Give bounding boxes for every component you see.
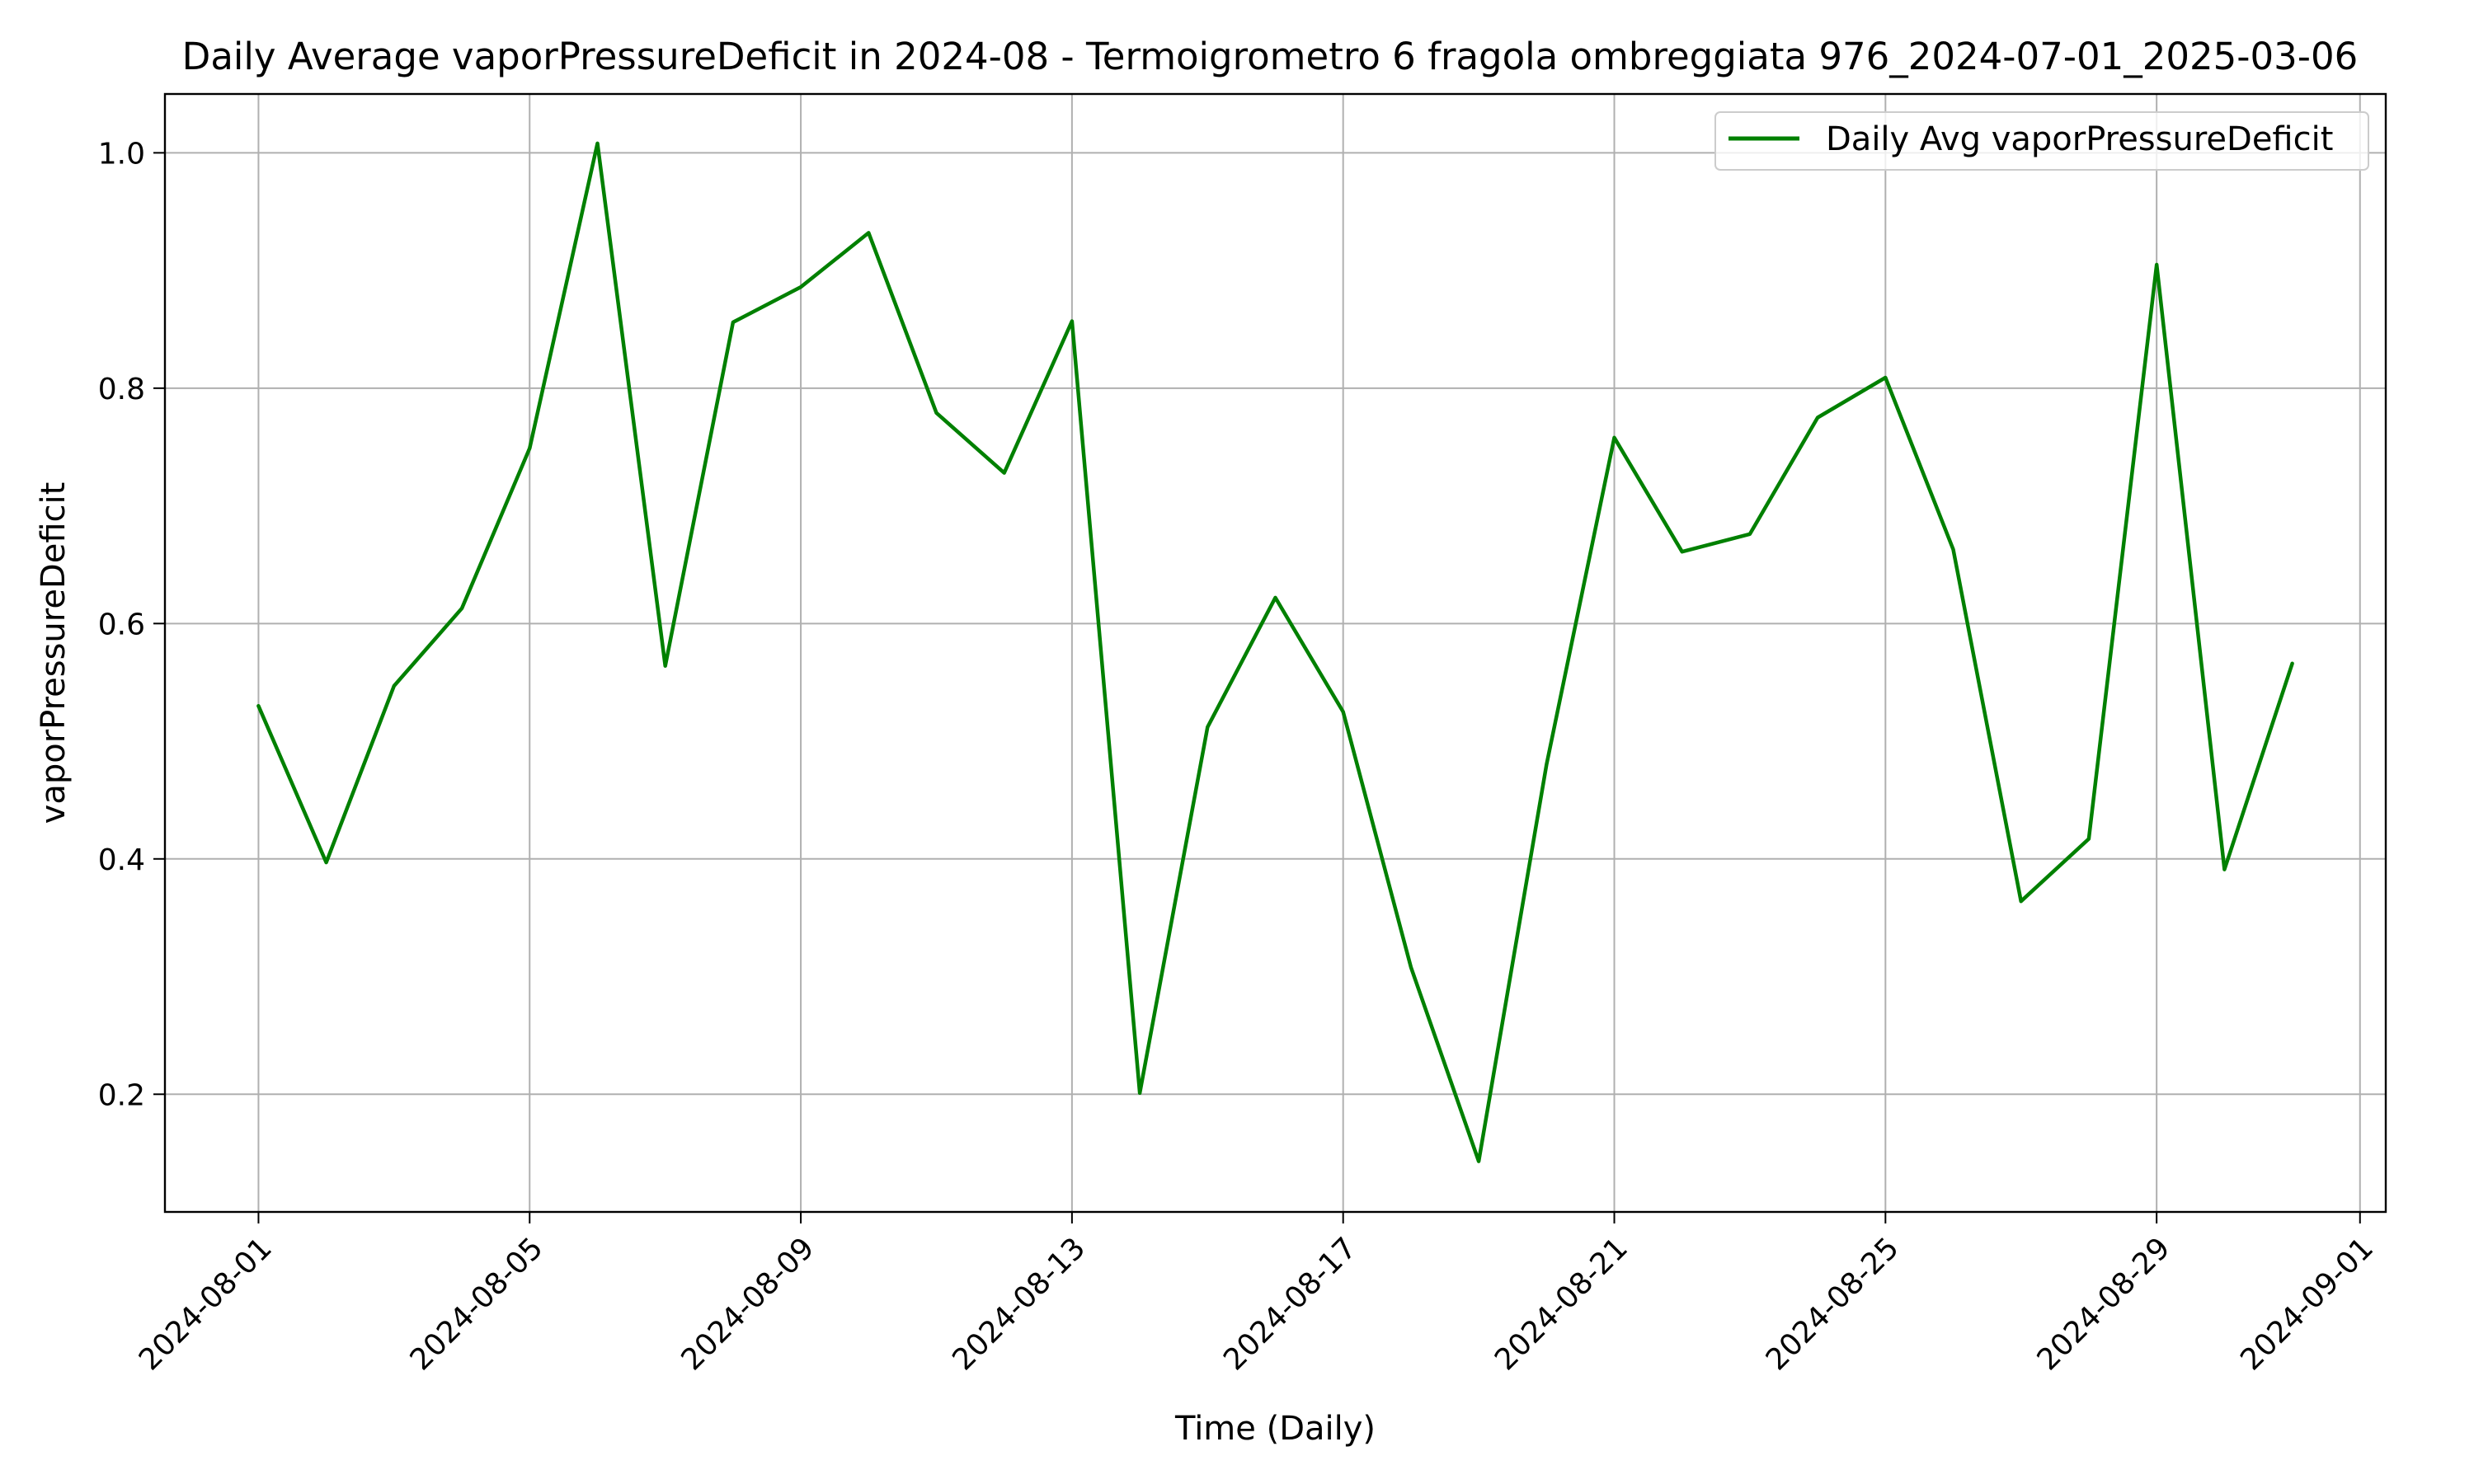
legend-entry-label: Daily Avg vaporPressureDeficit	[1826, 120, 2333, 158]
y-tick-label: 0.4	[98, 843, 145, 877]
x-axis-label: Time (Daily)	[1174, 1410, 1376, 1448]
y-axis-label: vaporPressureDeficit	[35, 482, 73, 824]
y-tick-label: 1.0	[98, 137, 145, 171]
y-tick-label: 0.8	[98, 373, 145, 406]
series-lines	[256, 141, 2294, 1163]
y-tick-label: 0.6	[98, 608, 145, 641]
series-line	[256, 141, 2294, 1163]
legend-box	[1714, 111, 2369, 171]
legend: Daily Avg vaporPressureDeficit	[1714, 111, 2369, 171]
y-axis-ticks: 0.2 0.4 0.6 0.8 1.0	[98, 137, 165, 1112]
plot-area-frame	[163, 92, 2387, 1214]
chart-title: Daily Average vaporPressureDeficit in 20…	[182, 35, 2359, 78]
y-tick-label: 0.2	[98, 1078, 145, 1112]
